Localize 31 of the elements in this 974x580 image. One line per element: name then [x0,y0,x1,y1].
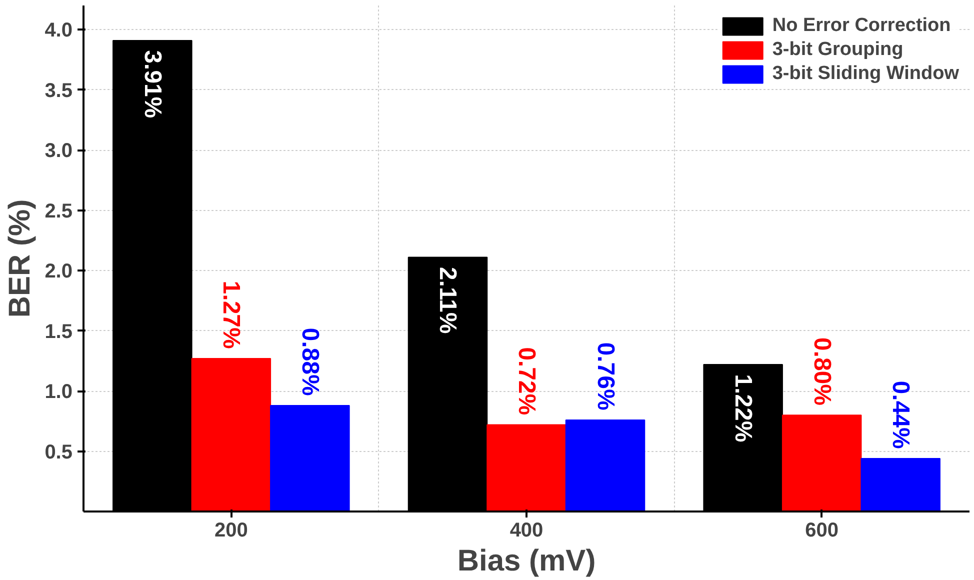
bar [191,358,272,512]
bar [860,458,940,512]
y-tick-label: 3.5 [44,80,73,102]
x-tick-label: 200 [214,520,248,542]
data-label: 1.22% [730,374,757,442]
data-label: 3.91% [138,50,166,118]
legend-label: 3-bit Grouping [772,39,904,61]
bar [486,424,566,512]
y-tick-label: 0.5 [44,441,73,464]
x-axis-title: Bias (mV) [457,544,596,578]
data-label: 0.80% [808,337,836,406]
data-label: 0.72% [513,347,540,416]
legend-label: No Error Correction [772,15,951,37]
y-axis-title: BER (%) [4,199,37,318]
y-tick-label: 1.0 [44,381,73,404]
x-tick-label: 400 [510,520,544,542]
y-tick-label: 3.0 [44,140,73,162]
data-label: 0.44% [887,380,914,449]
bar [565,419,646,512]
y-tick-label: 2.5 [44,200,73,222]
y-tick-label: 1.5 [44,320,73,343]
y-tick-label: 2.0 [44,260,73,283]
x-tick-label: 600 [805,520,839,542]
y-tick-label: 4.0 [44,20,73,42]
bar [270,404,350,512]
legend-label: 3-bit Sliding Window [772,63,959,85]
data-label: 0.88% [296,328,324,396]
data-label: 2.11% [434,266,462,334]
bar [782,414,862,512]
data-label: 0.76% [592,342,619,410]
data-label: 1.27% [218,280,245,349]
